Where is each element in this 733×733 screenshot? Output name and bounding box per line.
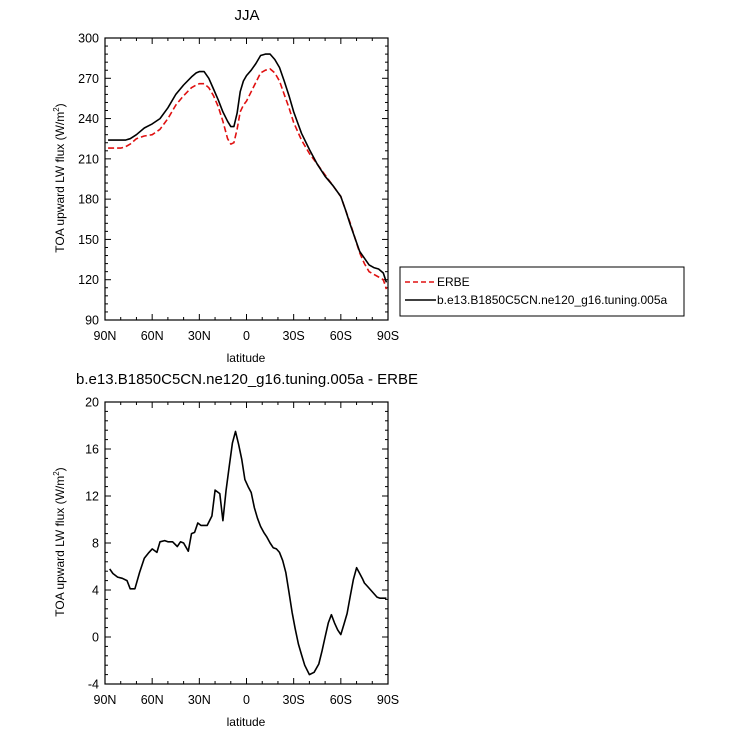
bottom-y-tick-label: 16 bbox=[85, 443, 99, 457]
top-y-tick-label: 300 bbox=[78, 32, 99, 46]
bottom-x-tick-label: 30S bbox=[283, 693, 305, 707]
bottom-panel: b.e13.B1850C5CN.ne120_g16.tuning.005a - … bbox=[52, 371, 418, 707]
bottom-x-tick-label: 60N bbox=[141, 693, 164, 707]
top-y-tick-label: 240 bbox=[78, 112, 99, 126]
top-series-line-0 bbox=[108, 68, 388, 290]
top-chart-title: JJA bbox=[234, 7, 259, 24]
top-x-axis-label: latitude bbox=[227, 351, 266, 365]
legend: ERBE b.e13.B1850C5CN.ne120_g16.tuning.00… bbox=[399, 266, 685, 317]
bottom-x-tick-label: 90S bbox=[377, 693, 399, 707]
bottom-chart-title: b.e13.B1850C5CN.ne120_g16.tuning.005a - … bbox=[76, 371, 418, 388]
bottom-y-tick-label: 20 bbox=[85, 396, 99, 410]
top-y-tick-label: 150 bbox=[78, 233, 99, 247]
top-y-tick-label: 210 bbox=[78, 152, 99, 166]
bottom-y-tick-label: -4 bbox=[88, 678, 99, 692]
top-y-axis-label: TOA upward LW flux (W/m2) bbox=[52, 103, 67, 252]
legend-box bbox=[399, 266, 685, 317]
bottom-x-tick-label: 60S bbox=[330, 693, 352, 707]
bottom-x-tick-label: 90N bbox=[94, 693, 117, 707]
bottom-series-line-0 bbox=[109, 430, 387, 676]
bottom-x-axis-label: latitude bbox=[227, 715, 266, 729]
top-x-tick-label: 90S bbox=[377, 329, 399, 343]
bottom-series-lines bbox=[109, 430, 387, 676]
top-panel: JJA TOA upward LW flux (W/m2) 90 120 150 18… bbox=[52, 7, 399, 343]
top-y-tick-label: 90 bbox=[85, 314, 99, 328]
top-x-tick-label: 30S bbox=[283, 329, 305, 343]
bottom-y-axis-label: TOA upward LW flux (W/m2) bbox=[52, 467, 67, 616]
legend-erbe-label: ERBE bbox=[437, 275, 470, 289]
top-x-tick-label: 60N bbox=[141, 329, 164, 343]
top-x-tick-label: 90N bbox=[94, 329, 117, 343]
top-y-tick-label: 180 bbox=[78, 193, 99, 207]
bottom-x-tick-label: 30N bbox=[188, 693, 211, 707]
top-y-tick-label: 270 bbox=[78, 72, 99, 86]
bottom-y-tick-label: 0 bbox=[92, 631, 99, 645]
top-axis-ticks: 90 120 150 180 210 240 270 300 90N 60N 30N 0 30S 60S 9… bbox=[78, 32, 399, 344]
top-series-line-1 bbox=[108, 53, 388, 283]
top-x-tick-label: 0 bbox=[243, 329, 250, 343]
bottom-axis-ticks: -4 0 4 8 12 16 20 90N 60N 30N 0 30S 60S 90S bbox=[85, 396, 399, 708]
bottom-y-tick-label: 4 bbox=[92, 584, 99, 598]
bottom-plot-frame bbox=[104, 401, 389, 685]
top-x-tick-label: 60S bbox=[330, 329, 352, 343]
bottom-x-tick-label: 0 bbox=[243, 693, 250, 707]
top-series-lines bbox=[108, 53, 388, 290]
top-y-tick-label: 120 bbox=[78, 273, 99, 287]
legend-model-label: b.e13.B1850C5CN.ne120_g16.tuning.005a bbox=[437, 293, 668, 307]
top-plot-frame bbox=[104, 37, 389, 321]
bottom-y-tick-label: 8 bbox=[92, 537, 99, 551]
top-x-tick-label: 30N bbox=[188, 329, 211, 343]
bottom-y-tick-label: 12 bbox=[85, 490, 99, 504]
